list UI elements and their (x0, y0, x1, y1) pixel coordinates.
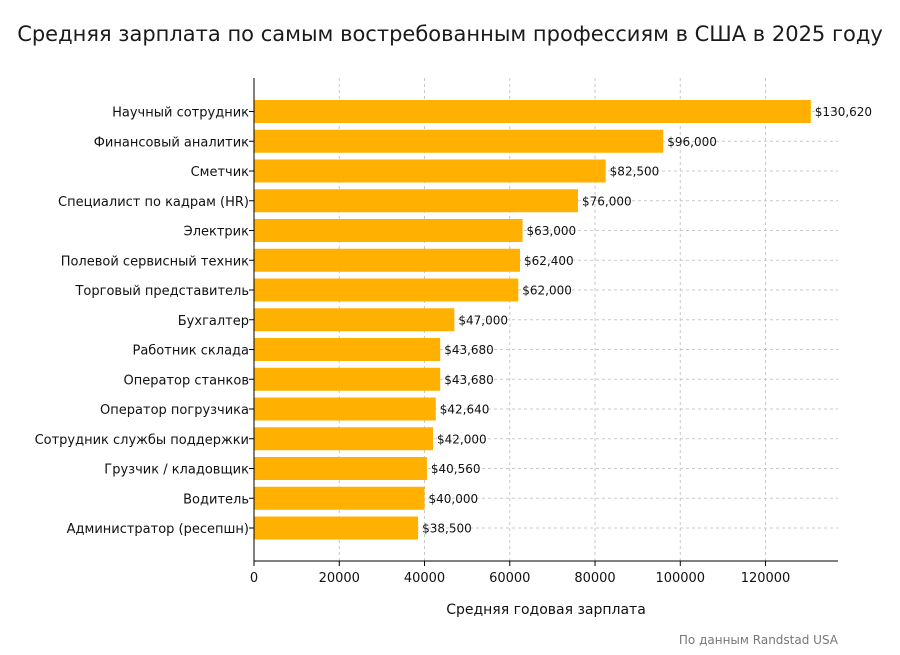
value-label: $42,000 (437, 432, 487, 446)
category-label: Оператор станков (123, 373, 249, 388)
bar (254, 248, 520, 272)
value-label: $62,000 (522, 284, 572, 298)
value-label: $43,680 (444, 373, 494, 387)
x-tick-label: 100000 (655, 571, 705, 586)
bar (254, 516, 419, 540)
category-label: Электрик (184, 225, 250, 240)
x-axis-ticks: 0 20000 40000 60000 80000 100000 120000 (250, 561, 790, 586)
value-label: $82,500 (610, 165, 660, 179)
bar (254, 457, 427, 480)
category-label: Оператор погрузчика (100, 403, 249, 418)
bar (254, 100, 811, 123)
category-label: Грузчик / кладовщик (104, 463, 249, 478)
category-label: Водитель (183, 492, 249, 507)
value-label: $40,560 (431, 462, 481, 476)
value-label: $38,500 (422, 522, 472, 536)
x-axis-label: Средняя годовая зарплата (446, 602, 646, 618)
value-label: $76,000 (582, 194, 632, 208)
bar (254, 367, 441, 391)
value-label: $63,000 (527, 224, 577, 238)
bar (254, 427, 434, 451)
category-label: Финансовый аналитик (94, 135, 249, 150)
category-label: Полевой сервисный техник (61, 254, 249, 269)
value-label: $40,000 (429, 492, 479, 506)
x-tick-label: 40000 (404, 571, 445, 586)
value-label: $47,000 (458, 313, 508, 327)
category-label: Администратор (ресепшн) (67, 522, 249, 537)
bar (254, 159, 606, 183)
x-tick-label: 120000 (741, 571, 791, 586)
category-label: Бухгалтер (178, 314, 249, 329)
value-label: $96,000 (667, 135, 717, 149)
bars (254, 100, 811, 540)
bar (254, 129, 664, 153)
bar (254, 219, 523, 242)
x-tick-label: 20000 (319, 571, 360, 586)
bar (254, 338, 441, 361)
value-label: $130,620 (815, 105, 872, 119)
bar (254, 278, 519, 302)
category-label: Специалист по кадрам (HR) (58, 195, 249, 210)
bar (254, 397, 436, 421)
category-label: Научный сотрудник (112, 106, 249, 121)
category-label: Торговый представитель (74, 284, 249, 299)
x-tick-label: 0 (250, 571, 258, 586)
category-label: Сметчик (191, 165, 250, 180)
bar (254, 486, 425, 510)
bar (254, 189, 578, 213)
value-label: $43,680 (444, 343, 494, 357)
category-label: Работник склада (132, 344, 249, 359)
chart-title: Средняя зарплата по самым востребованным… (17, 22, 883, 46)
source-note: По данным Randstad USA (679, 633, 839, 647)
value-label: $42,640 (440, 403, 490, 417)
category-label: Сотрудник службы поддержки (35, 433, 249, 448)
bar (254, 308, 455, 332)
value-label: $62,400 (524, 254, 574, 268)
x-tick-label: 60000 (489, 571, 530, 586)
value-labels: $130,620 $96,000 $82,500 $76,000 $63,000 $62,… (422, 105, 872, 536)
category-labels: Научный сотрудник Финансовый аналитик Смет… (35, 106, 254, 537)
x-tick-label: 80000 (574, 571, 615, 586)
